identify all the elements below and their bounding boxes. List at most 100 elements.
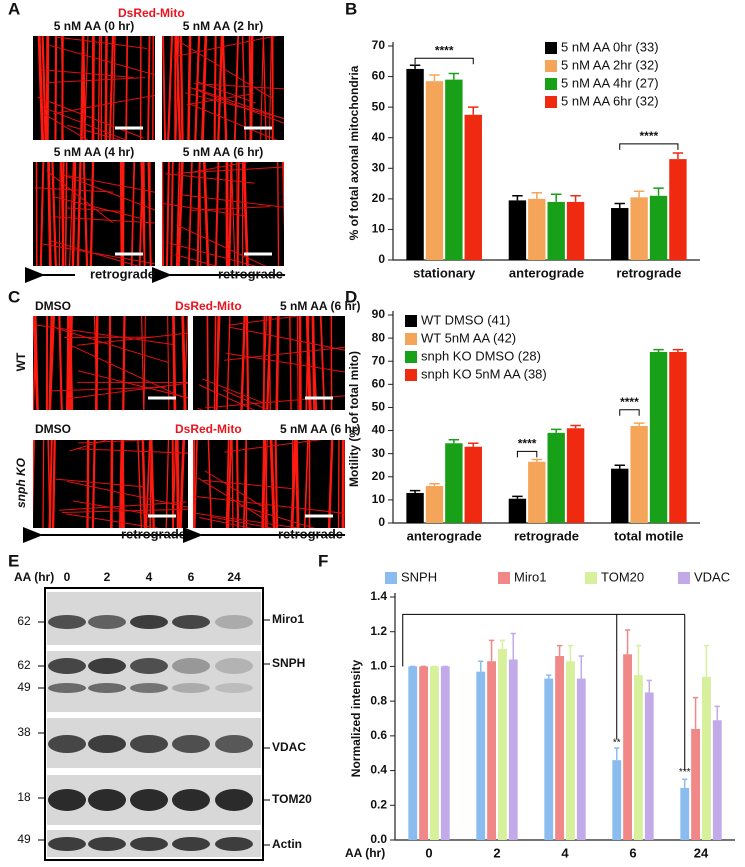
protein-label: TOM20 (272, 792, 312, 806)
kymo-line (172, 316, 177, 410)
kymo-line (294, 440, 300, 528)
legend-swatch (405, 369, 417, 381)
legend-label: snph KO DMSO (28) (421, 348, 541, 363)
stain-label: DsRed-Mito (118, 6, 185, 20)
kymo-line (118, 440, 122, 528)
lane-label: 4 (146, 570, 153, 584)
kymo-line (194, 512, 302, 528)
bar (644, 692, 654, 840)
kymo-line (327, 440, 334, 528)
error-bar (567, 644, 574, 662)
kymo-line (224, 440, 323, 453)
kymo-line (72, 500, 156, 516)
kymo-line (55, 478, 145, 488)
kymo-line (162, 202, 246, 217)
kymo-title: 5 nM AA (6 hr) (183, 145, 263, 159)
error-bar (570, 195, 581, 202)
y-tick-label: 0.8 (370, 693, 387, 707)
legend-label: 5 nM AA 2hr (32) (561, 57, 659, 72)
mw-marker: 38 (17, 725, 31, 739)
kymo-line (137, 440, 143, 528)
bar (445, 443, 463, 523)
bar (425, 486, 444, 523)
legend-swatch (545, 60, 557, 72)
bar (419, 666, 428, 840)
kymo-line (173, 36, 278, 58)
kymo-line (165, 162, 170, 266)
condition: DMSO (35, 299, 71, 313)
kymo-title: 5 nM AA (4 hr) (54, 145, 134, 159)
kymo-title: 5 nM AA (0 hr) (54, 19, 134, 33)
stain-label: DsRed-Mito (175, 422, 242, 436)
legend-swatch (545, 42, 557, 54)
legend-label: VDAC (694, 569, 730, 584)
row-label: snph KO (14, 457, 28, 508)
blot-band (88, 837, 126, 851)
kymo-line (183, 316, 188, 410)
significance: ** (613, 737, 621, 748)
kymo-line (311, 316, 316, 410)
kymo-line (172, 440, 177, 528)
y-tick-label: 80 (372, 330, 386, 344)
kymo-line (150, 440, 155, 528)
kymo-line (215, 316, 221, 410)
legend-swatch (405, 315, 417, 327)
significance: **** (620, 395, 639, 409)
bar (669, 351, 687, 523)
error-bar (692, 696, 699, 729)
kymo-line (130, 162, 136, 266)
bar (669, 159, 687, 260)
x-tick-label: 6 (629, 845, 636, 860)
bar (691, 728, 700, 840)
kymo-line (207, 440, 213, 528)
bar (547, 201, 565, 260)
error-bar (499, 639, 506, 650)
error-bar (468, 442, 479, 447)
condition: 5 nM AA (6 hr) (280, 299, 360, 313)
error-bar (614, 202, 625, 209)
kymo-line (206, 316, 209, 410)
kymograph-lines (33, 440, 188, 528)
kymo-line (77, 370, 188, 399)
y-tick-label: 0.4 (370, 763, 387, 777)
kymo-line (109, 36, 114, 140)
kymo-line (198, 384, 256, 410)
error-bar (624, 629, 631, 655)
y-tick-label: 60 (372, 377, 386, 391)
error-bar (448, 72, 460, 80)
kymo-line (165, 173, 255, 184)
blot-band (130, 683, 168, 693)
kymo-line (213, 316, 217, 410)
error-bar (409, 489, 421, 493)
kymo-line (162, 36, 167, 140)
kymo-line (54, 36, 58, 140)
bar (508, 498, 527, 523)
row-label: WT (14, 352, 28, 371)
bar (464, 446, 482, 523)
error-bar (478, 660, 484, 672)
kymograph-lines (162, 162, 284, 266)
y-tick-label: 0 (378, 515, 385, 529)
bar (498, 649, 507, 840)
error-bar (429, 74, 440, 82)
y-axis-label: Normalized intensity (349, 659, 363, 777)
blot-band (88, 789, 126, 811)
kymo-line (77, 332, 188, 346)
blot-band (48, 615, 86, 629)
y-tick-label: 70 (372, 353, 386, 367)
kymo-line (223, 389, 270, 410)
kymo-line (65, 207, 125, 213)
kymo-line (33, 440, 35, 520)
kymo-line (64, 162, 68, 266)
blot-band (130, 735, 168, 753)
kymo-line (175, 440, 180, 528)
blot-band (48, 837, 86, 851)
y-tick-label: 20 (372, 469, 386, 483)
kymo-line (56, 327, 170, 364)
error-bar (546, 674, 552, 679)
y-tick-label: 1.4 (370, 589, 387, 603)
kymo-line (178, 40, 274, 100)
bracket (402, 613, 686, 771)
kymo-line (78, 440, 156, 444)
blot-band (172, 735, 210, 753)
